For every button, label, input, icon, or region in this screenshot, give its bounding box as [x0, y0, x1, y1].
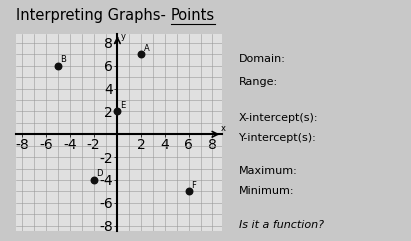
- Text: D: D: [96, 169, 102, 178]
- Point: [55, 64, 61, 68]
- Text: Range:: Range:: [239, 77, 278, 87]
- Text: x: x: [221, 124, 226, 133]
- Text: F: F: [191, 181, 196, 190]
- Text: Interpreting Graphs- Points: Interpreting Graphs- Points: [0, 240, 1, 241]
- Text: E: E: [120, 101, 125, 110]
- Text: B: B: [60, 55, 66, 64]
- Text: Y-intercept(s):: Y-intercept(s):: [239, 133, 316, 142]
- Text: A: A: [143, 44, 149, 53]
- Text: y: y: [121, 32, 126, 40]
- Text: Interpreting Graphs-: Interpreting Graphs-: [0, 240, 1, 241]
- Text: Is it a function?: Is it a function?: [239, 220, 324, 229]
- Point: [90, 178, 97, 182]
- Text: X-intercept(s):: X-intercept(s):: [239, 113, 318, 123]
- Text: Minimum:: Minimum:: [239, 186, 294, 196]
- Text: Interpreting Graphs-: Interpreting Graphs-: [16, 8, 171, 23]
- Text: Points: Points: [171, 8, 215, 23]
- Point: [138, 52, 144, 56]
- Point: [185, 189, 192, 193]
- Text: Maximum:: Maximum:: [239, 166, 298, 176]
- Text: Domain:: Domain:: [239, 54, 286, 63]
- Point: [114, 109, 121, 113]
